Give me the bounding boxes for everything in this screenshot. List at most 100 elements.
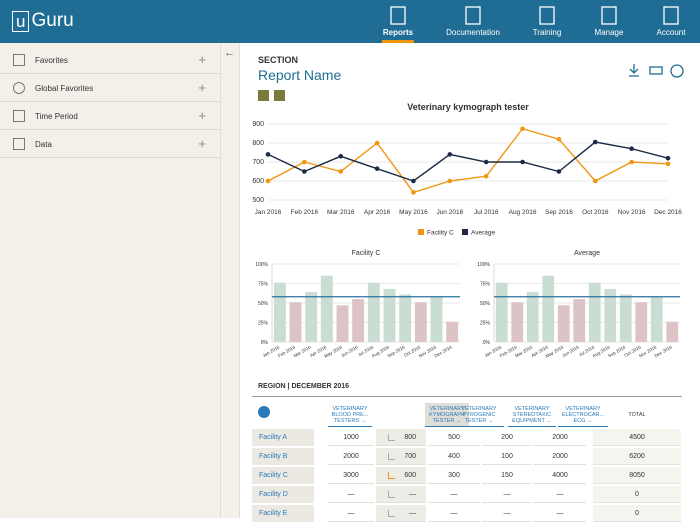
collapse-arrow: ←	[224, 47, 235, 59]
table-cell: 6200	[593, 448, 681, 465]
nav-icon	[390, 6, 406, 25]
nav-item[interactable]: Account	[635, 0, 700, 43]
bar	[320, 275, 333, 342]
sidebar-item[interactable]: Data +	[0, 130, 220, 158]
table-cell: 0	[593, 505, 681, 522]
point	[629, 146, 634, 151]
point	[520, 126, 525, 132]
print-icon[interactable]	[649, 66, 663, 75]
x-tick-label: Dec 2016	[654, 209, 682, 216]
column-header[interactable]: VETERINARY ELECTROCAR... ECG →	[558, 403, 608, 427]
sidebar-item[interactable]: Global Favorites +	[0, 74, 220, 102]
bar	[604, 288, 617, 342]
x-tick-label: Apr 2016	[364, 209, 391, 216]
bar	[414, 302, 427, 342]
x-tick-label: Jan 2016	[255, 209, 282, 216]
table-cell: —	[328, 505, 374, 522]
nav-label: Reports	[382, 28, 414, 37]
download-icon[interactable]	[629, 64, 639, 77]
add-button[interactable]: +	[198, 80, 206, 95]
x-tick-label: Jul 2016	[474, 209, 499, 216]
nav-item[interactable]: Documentation	[437, 0, 509, 43]
point	[265, 178, 271, 184]
table-cell: 500	[428, 429, 480, 446]
point	[338, 169, 344, 174]
legend-swatch	[418, 229, 424, 235]
table-cell: —	[534, 505, 586, 522]
collapse-strip[interactable]: ←	[221, 43, 240, 518]
x-tick-label: Aug 2016	[509, 209, 537, 216]
table-cell: 400	[428, 448, 480, 465]
sidebar-item[interactable]: Time Period +	[0, 102, 220, 130]
bar	[557, 305, 570, 342]
bar-chart-button[interactable]	[274, 90, 285, 101]
active-underline	[382, 40, 414, 43]
row-label[interactable]: Facility E	[252, 505, 314, 522]
nav-icon	[601, 6, 617, 25]
sidebar-item[interactable]: Favorites +	[0, 46, 220, 74]
help-icon[interactable]	[670, 64, 684, 78]
point	[302, 169, 307, 174]
bar	[289, 302, 302, 342]
bar	[526, 292, 539, 342]
trend-icon	[388, 510, 395, 517]
table-cell: 4500	[593, 429, 681, 446]
bar	[367, 282, 380, 342]
row-label[interactable]: Facility C	[252, 467, 314, 484]
sidebar-icon	[13, 138, 25, 150]
x-tick-label: Jun 2016	[340, 344, 359, 358]
logo[interactable]: u Guru	[12, 10, 74, 32]
series-line	[267, 141, 669, 182]
x-tick-label: Mar 2016	[514, 344, 533, 358]
expand-button	[258, 406, 270, 418]
bar	[495, 282, 508, 342]
x-tick-label: May 2016	[323, 344, 343, 358]
bar	[352, 299, 365, 342]
point	[592, 139, 598, 145]
sidebar-label: Data	[35, 140, 52, 149]
series-line	[267, 127, 669, 194]
add-button[interactable]: +	[198, 108, 206, 123]
bar	[588, 282, 601, 342]
table-cell: —	[534, 486, 586, 503]
x-tick-label: Sep 2016	[545, 209, 573, 216]
x-tick-label: Jun 2016	[436, 209, 463, 216]
line-chart-button[interactable]	[258, 90, 269, 101]
add-button[interactable]: +	[198, 136, 206, 151]
y-tick-label: 50%	[258, 301, 269, 307]
table-cell: 800	[376, 429, 426, 446]
column-header[interactable]: VETERINARY PYROGENIC TESTER →	[454, 403, 504, 427]
point	[338, 154, 344, 159]
add-button[interactable]: +	[198, 52, 206, 67]
bar	[399, 294, 412, 342]
row-label[interactable]: Facility B	[252, 448, 314, 465]
row-label[interactable]: Facility D	[252, 486, 314, 503]
row-label[interactable]: Facility A	[252, 429, 314, 446]
bar	[666, 321, 679, 342]
trend-icon	[388, 434, 395, 441]
sidebar-label: Time Period	[35, 112, 78, 121]
x-tick-label: Jun 2016	[561, 344, 580, 358]
bar	[619, 294, 632, 342]
y-tick-label: 25%	[480, 321, 491, 327]
table-cell: —	[482, 486, 532, 503]
trend-icon	[388, 491, 395, 498]
y-tick-label: 0%	[483, 340, 491, 346]
nav-item[interactable]: Training	[511, 0, 583, 43]
table-cell: —	[428, 505, 480, 522]
nav-item[interactable]: Manage	[573, 0, 645, 43]
bar	[383, 288, 396, 342]
point	[556, 169, 562, 174]
nav-item[interactable]: Reports	[362, 0, 434, 43]
column-header[interactable]: VETERINARY KYMOGRAPH TESTER →	[425, 403, 469, 427]
nav-icon	[465, 6, 481, 25]
point	[447, 178, 453, 184]
column-header[interactable]: VETERINARY BLOOD PRE... TESTERS →	[328, 403, 372, 427]
x-tick-label: Feb 2016	[291, 209, 319, 216]
y-tick-label: 700	[252, 159, 264, 166]
point	[629, 159, 634, 165]
x-tick-label: Mar 2016	[327, 209, 355, 216]
table-rule	[252, 396, 682, 397]
column-header[interactable]: VETERINARY STEREOTAXIC EQUIPMENT →	[508, 403, 556, 427]
sidebar-label: Favorites	[35, 56, 68, 65]
